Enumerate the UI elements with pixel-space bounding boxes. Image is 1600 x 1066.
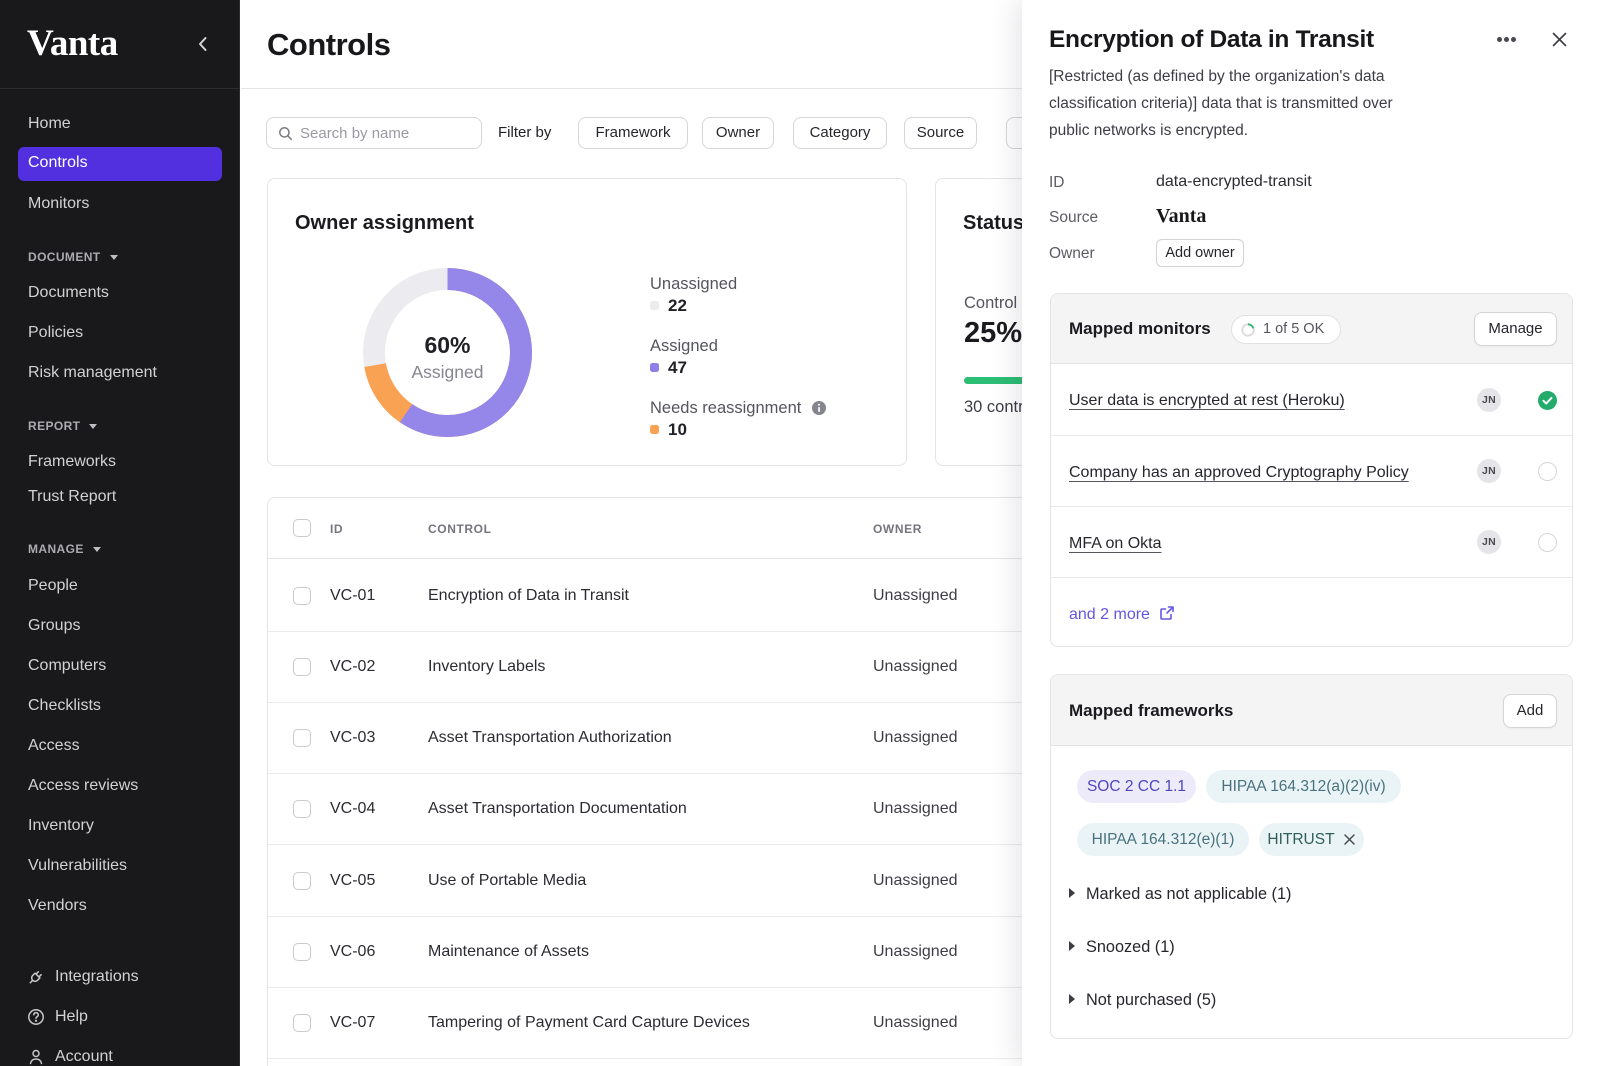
svg-text:60%: 60% [424, 332, 470, 358]
svg-text:Assigned: Assigned [412, 362, 484, 382]
